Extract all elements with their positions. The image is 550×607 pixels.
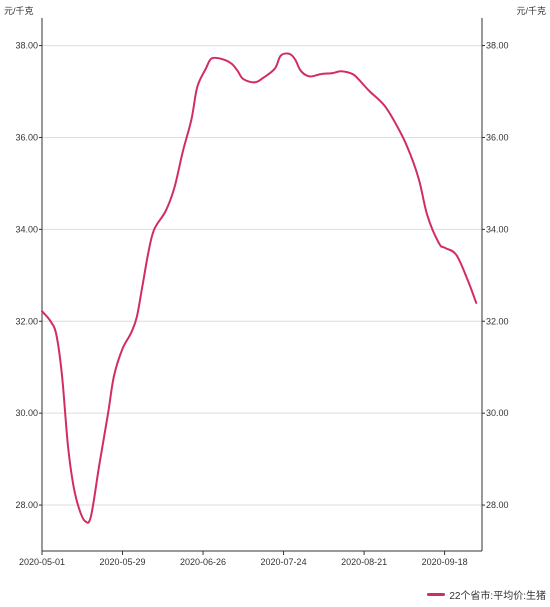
- grid-lines: [42, 45, 482, 506]
- legend-swatch: [427, 593, 446, 596]
- y-tick-label-right: 30.00: [486, 408, 509, 418]
- y-tick-label-right: 32.00: [486, 316, 509, 326]
- y-tick-label-left: 34.00: [15, 224, 38, 234]
- y-tick-label-left: 36.00: [15, 132, 38, 142]
- axes: [39, 18, 485, 555]
- series-layer: [41, 52, 478, 524]
- y-tick-label-left: 32.00: [15, 316, 38, 326]
- y-tick-label-right: 34.00: [486, 224, 509, 234]
- legend[interactable]: 22个省市:平均价:生猪: [427, 587, 546, 602]
- x-tick-label: 2020-08-21: [341, 557, 387, 567]
- left-axis-unit: 元/千克: [4, 6, 34, 16]
- y-tick-label-right: 36.00: [486, 132, 509, 142]
- y-tick-label-left: 28.00: [15, 500, 38, 510]
- series-line[interactable]: [41, 52, 478, 524]
- y-tick-label-right: 38.00: [486, 41, 509, 51]
- x-tick-label: 2020-07-24: [261, 557, 307, 567]
- legend-label: 22个省市:平均价:生猪: [449, 591, 546, 602]
- x-tick-label: 2020-09-18: [422, 557, 468, 567]
- right-axis-unit: 元/千克: [516, 6, 546, 16]
- x-tick-label: 2020-05-29: [99, 557, 145, 567]
- x-tick-label: 2020-06-26: [180, 557, 226, 567]
- y-tick-label-left: 38.00: [15, 41, 38, 51]
- tick-labels: 28.00 28.00 30.00 30.00 32.00 32.00 34.00 34.00…: [15, 41, 508, 567]
- x-tick-label: 2020-05-01: [19, 557, 65, 567]
- y-tick-label-right: 28.00: [486, 500, 509, 510]
- y-tick-label-left: 30.00: [15, 408, 38, 418]
